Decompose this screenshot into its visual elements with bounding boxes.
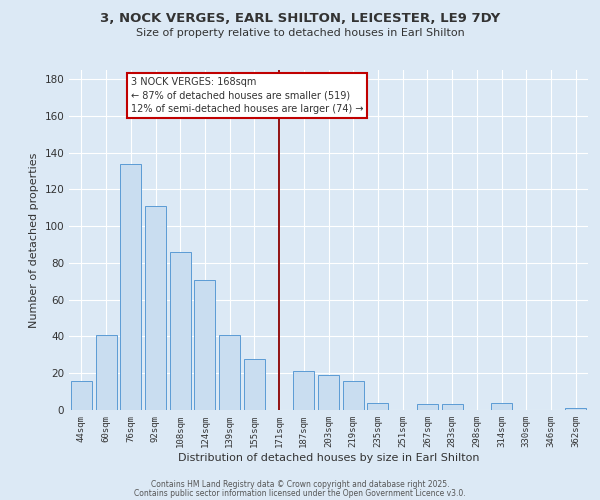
- Text: Contains HM Land Registry data © Crown copyright and database right 2025.: Contains HM Land Registry data © Crown c…: [151, 480, 449, 489]
- Bar: [244, 358, 265, 410]
- Text: 3 NOCK VERGES: 168sqm
← 87% of detached houses are smaller (519)
12% of semi-det: 3 NOCK VERGES: 168sqm ← 87% of detached …: [131, 78, 363, 114]
- Bar: [343, 380, 364, 410]
- Bar: [318, 375, 339, 410]
- Bar: [194, 280, 215, 410]
- Bar: [145, 206, 166, 410]
- Text: 3, NOCK VERGES, EARL SHILTON, LEICESTER, LE9 7DY: 3, NOCK VERGES, EARL SHILTON, LEICESTER,…: [100, 12, 500, 26]
- Bar: [95, 334, 116, 410]
- Bar: [491, 402, 512, 410]
- X-axis label: Distribution of detached houses by size in Earl Shilton: Distribution of detached houses by size …: [178, 452, 479, 462]
- Bar: [442, 404, 463, 410]
- Bar: [293, 372, 314, 410]
- Bar: [565, 408, 586, 410]
- Bar: [367, 402, 388, 410]
- Bar: [417, 404, 438, 410]
- Bar: [219, 334, 240, 410]
- Y-axis label: Number of detached properties: Number of detached properties: [29, 152, 39, 328]
- Bar: [170, 252, 191, 410]
- Bar: [71, 380, 92, 410]
- Bar: [120, 164, 141, 410]
- Text: Size of property relative to detached houses in Earl Shilton: Size of property relative to detached ho…: [136, 28, 464, 38]
- Text: Contains public sector information licensed under the Open Government Licence v3: Contains public sector information licen…: [134, 488, 466, 498]
